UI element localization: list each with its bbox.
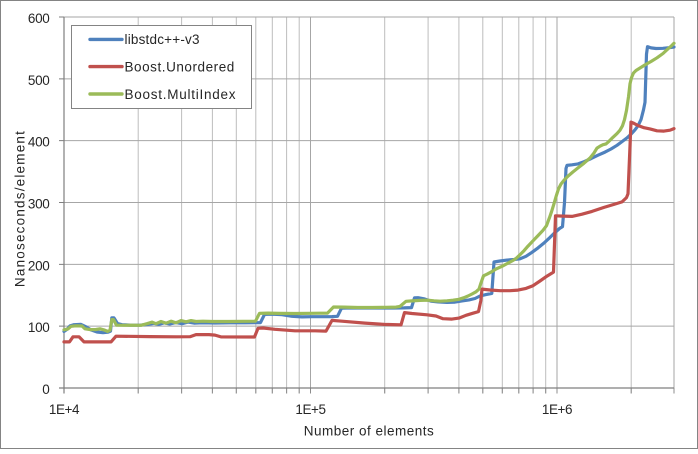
svg-text:1E+5: 1E+5 [295, 402, 325, 417]
svg-text:200: 200 [28, 258, 50, 273]
svg-text:0: 0 [42, 382, 49, 397]
svg-text:Nanoseconds/element: Nanoseconds/element [13, 130, 28, 287]
svg-text:Boost.MultiIndex: Boost.MultiIndex [125, 87, 237, 102]
svg-text:1E+4: 1E+4 [49, 402, 80, 417]
svg-text:300: 300 [28, 197, 50, 212]
svg-text:Number of elements: Number of elements [304, 424, 435, 439]
svg-text:1E+6: 1E+6 [542, 402, 572, 417]
svg-text:500: 500 [28, 73, 50, 88]
svg-text:100: 100 [28, 320, 50, 335]
svg-text:libstdc++-v3: libstdc++-v3 [125, 32, 200, 47]
svg-text:600: 600 [28, 11, 50, 26]
svg-text:400: 400 [28, 135, 50, 150]
svg-text:Boost.Unordered: Boost.Unordered [125, 59, 235, 74]
